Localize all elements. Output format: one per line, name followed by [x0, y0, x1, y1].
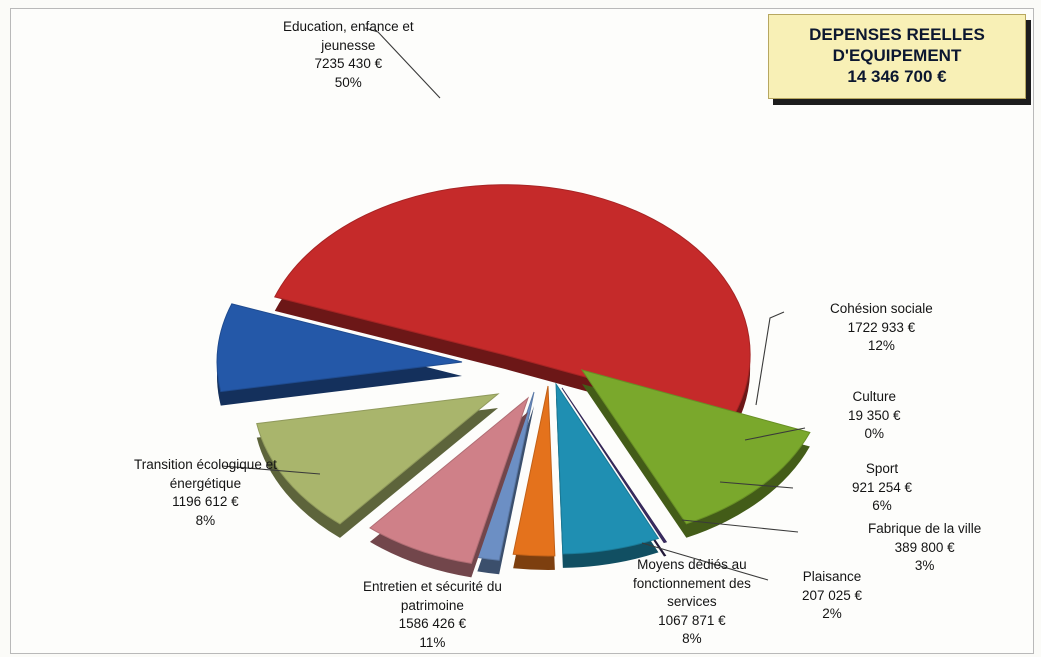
data-label-sport: Sport 921 254 € 6% — [852, 460, 912, 516]
pie-slice-moyens — [369, 396, 530, 578]
pie-slice-top-sport — [555, 382, 660, 555]
data-label-label-line: Plaisance — [802, 569, 862, 584]
pie-slice-transition — [216, 303, 463, 406]
pie-slice-cohesion — [580, 369, 811, 538]
leader-line-culture — [744, 427, 806, 441]
pie-slice-fabrique — [512, 385, 556, 570]
data-label-label-line: fonctionnement des — [633, 575, 751, 591]
data-label-amount: 389 800 € — [894, 539, 955, 555]
pie-slice-education — [274, 184, 751, 432]
data-label-percent: 8% — [682, 631, 702, 646]
data-label-fabrique: Fabrique de la ville 389 800 € 3% — [868, 520, 981, 576]
data-label-amount: 921 254 € — [852, 479, 913, 495]
data-label-percent: 8% — [195, 512, 216, 528]
pie-slice-entretien — [256, 393, 500, 538]
data-label-label-line: Education, enfance et — [283, 19, 414, 34]
pie-slice-top-fabrique — [512, 385, 556, 557]
data-label-percent: 3% — [914, 558, 935, 573]
title-line-2: D'EQUIPEMENT — [832, 46, 962, 65]
data-label-label-line: Culture — [852, 389, 897, 404]
data-label-label-line: Cohésion sociale — [830, 301, 933, 316]
total-amount: 14 346 700 € — [847, 67, 947, 86]
leader-line-sport — [719, 481, 794, 489]
data-label-amount: 1196 612 € — [172, 494, 239, 509]
data-label-percent: 6% — [872, 498, 892, 513]
data-label-amount: 1067 871 € — [658, 612, 726, 628]
pie-slice-sport — [555, 382, 660, 568]
data-label-amount: 1586 426 € — [398, 616, 467, 631]
data-label-plaisance: Plaisance 207 025 € 2% — [802, 568, 862, 624]
chart-title-box: DEPENSES REELLES D'EQUIPEMENT 14 346 700… — [768, 14, 1026, 99]
data-label-percent: 12% — [867, 338, 895, 353]
data-label-education: Education, enfance et jeunesse 7235 430 € 5… — [283, 18, 414, 92]
data-label-label-line: patrimoine — [400, 597, 464, 613]
data-label-label-line: Transition écologique et — [134, 457, 277, 472]
data-label-amount: 7235 430 € — [314, 56, 383, 71]
data-label-label-line: Sport — [865, 461, 899, 476]
data-label-label-line: énergétique — [169, 475, 242, 491]
data-label-culture: Culture 19 350 € 0% — [848, 388, 901, 444]
data-label-amount: 207 025 € — [802, 587, 863, 603]
data-label-percent: 50% — [334, 74, 362, 90]
data-label-amount: 19 350 € — [848, 407, 901, 423]
pie-slice-top-entretien — [256, 393, 500, 525]
leader-line-plaisance — [641, 542, 769, 581]
leader-line-cohesion — [755, 311, 785, 406]
pie-slice-top-moyens — [369, 396, 530, 564]
data-label-label-line: Entretien et sécurité du — [363, 579, 502, 594]
data-label-moyens: Moyens dédiés au fonctionnement des servic… — [633, 556, 751, 649]
leader-line-fabrique — [681, 519, 799, 533]
title-line-1: DEPENSES REELLES — [809, 25, 985, 44]
data-label-entretien: Entretien et sécurité du patrimoine 1586 4… — [363, 578, 502, 652]
data-label-percent: 11% — [419, 634, 446, 650]
data-label-label-line: services — [667, 594, 717, 609]
pie-slice-top-education — [274, 184, 751, 419]
data-label-cohesion: Cohésion sociale 1722 933 € 12% — [830, 300, 933, 356]
data-label-percent: 0% — [864, 426, 885, 441]
data-label-transition: Transition écologique et énergétique 1196 … — [134, 456, 277, 530]
leader-line-education — [364, 27, 441, 99]
data-label-label-line: Fabrique de la ville — [868, 521, 982, 536]
leader-line-transition — [221, 465, 321, 475]
data-label-percent: 2% — [822, 606, 842, 621]
data-label-amount: 1722 933 € — [847, 319, 916, 335]
pie-slice-top-culture — [561, 387, 668, 544]
data-label-label-line: Moyens dédiés au — [637, 557, 747, 572]
data-label-label-line: jeunesse — [321, 37, 376, 53]
pie-slice-top-cohesion — [580, 369, 811, 525]
pie-slice-top-transition — [216, 303, 463, 393]
